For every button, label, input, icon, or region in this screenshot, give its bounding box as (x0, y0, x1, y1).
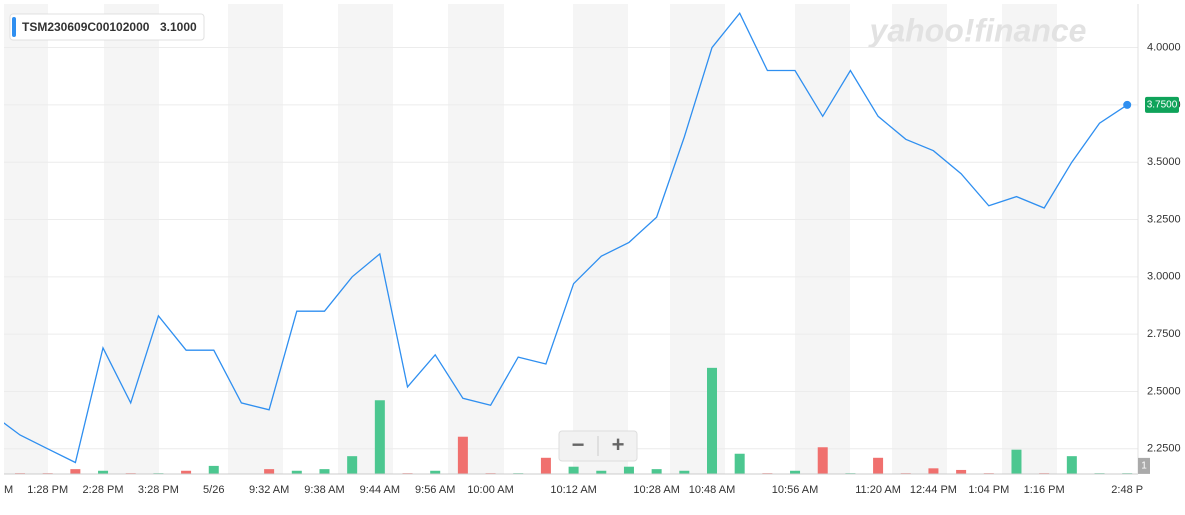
x-tick-label: 9:38 AM (304, 484, 344, 496)
x-tick-label: 9:56 AM (415, 484, 455, 496)
volume-bar (540, 457, 551, 474)
x-tick-label: 9:32 AM (249, 484, 289, 496)
y-tick-label: 2.7500 (1147, 328, 1181, 340)
legend-box (9, 13, 205, 41)
x-tick-label: 9:44 AM (360, 484, 400, 496)
price-line (4, 11, 1128, 464)
legend: TSM230609C00102000 3.1000 (9, 13, 205, 41)
x-tick-label: M (4, 484, 13, 496)
zoom-controls: − + (558, 430, 638, 462)
volume-bar (291, 470, 302, 474)
last-value-label: 3.7500 (1147, 100, 1178, 111)
y-tick-label: 3.2500 (1147, 213, 1181, 225)
volume-bar (457, 436, 468, 474)
volume-bar (873, 457, 884, 474)
zoom-out[interactable]: − (572, 432, 585, 457)
x-tick-label: 10:28 AM (633, 484, 679, 496)
background-bands (4, 4, 1057, 474)
x-tick-label: 10:48 AM (689, 484, 735, 496)
y2-tick-label: 1 (1141, 461, 1147, 472)
y-tick-label: 3.0000 (1147, 271, 1181, 283)
volume-bar (790, 470, 801, 474)
volume-bar (596, 470, 607, 474)
y-tick-label: 3.5000 (1147, 156, 1181, 168)
volume-bar (568, 466, 579, 474)
x-tick-label: 3:28 PM (138, 484, 179, 496)
volume-bar (264, 469, 275, 474)
x-tick-label: 1:04 PM (968, 484, 1009, 496)
volume-bar (181, 470, 192, 474)
watermark: yahoo!finance (868, 12, 1087, 48)
y-tick-label: 2.2500 (1147, 443, 1181, 455)
volume-bar (1066, 456, 1077, 474)
y-tick-label: 2.5000 (1147, 385, 1181, 397)
x-tick-label: 11:20 AM (855, 484, 901, 496)
volume-bar (679, 470, 690, 474)
volume-bar (319, 469, 330, 474)
x-tick-label: 5/26 (203, 484, 224, 496)
x-tick-label: 12:44 PM (910, 484, 957, 496)
legend-swatch (12, 17, 16, 37)
y-tick-label: 4.0000 (1147, 41, 1181, 53)
legend-name: TSM230609C00102000 (22, 20, 150, 34)
volume-bar (1011, 449, 1022, 474)
legend-value: 3.1000 (160, 20, 197, 34)
last-value-box (1145, 96, 1179, 113)
volume-bar (98, 470, 109, 474)
volume-bar (956, 469, 967, 474)
volume-bar (707, 367, 717, 474)
volume-bar (347, 456, 358, 474)
volume-bar (70, 469, 81, 474)
x-tick-label: 2:48 P (1111, 484, 1143, 496)
volume-bar (651, 469, 662, 474)
volume-bar (208, 465, 219, 474)
volume-bar (623, 466, 634, 474)
y2-tick-box (1138, 457, 1150, 474)
volume-bar (374, 400, 385, 474)
last-point (1123, 100, 1132, 109)
x-tick-label: 1:16 PM (1024, 484, 1065, 496)
x-tick-label: 2:28 PM (83, 484, 124, 496)
x-tick-label: 10:56 AM (772, 484, 818, 496)
volume-bar (817, 447, 828, 474)
x-tick-label: 10:00 AM (467, 484, 513, 496)
x-tick-label: 1:28 PM (27, 484, 68, 496)
zoom-in[interactable]: + (612, 432, 625, 457)
volume-bar (928, 468, 939, 474)
volume-bar (734, 453, 745, 474)
x-tick-label: 10:12 AM (550, 484, 596, 496)
volume-bar (430, 470, 441, 474)
